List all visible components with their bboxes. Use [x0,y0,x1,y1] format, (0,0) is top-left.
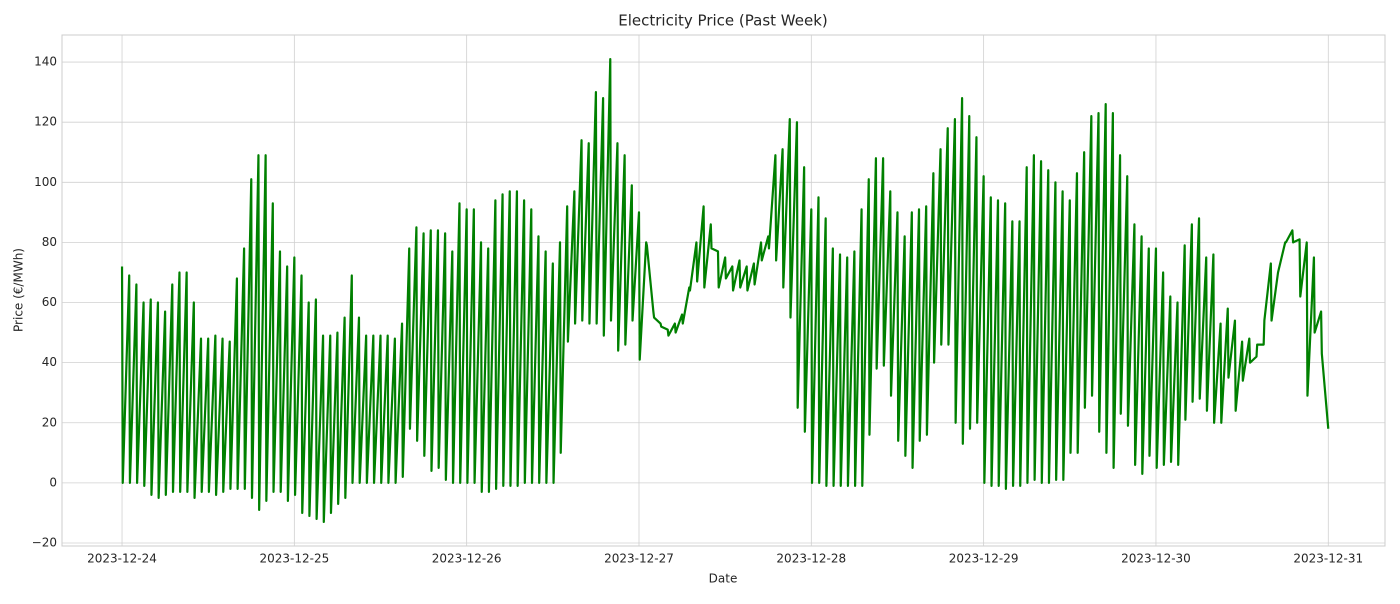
x-tick-label: 2023-12-26 [432,552,502,566]
y-tick-label: 20 [42,415,57,429]
x-tick-label: 2023-12-24 [87,552,157,566]
y-tick-label: 140 [34,55,57,69]
y-tick-label: 60 [42,295,57,309]
y-tick-label: 80 [42,235,57,249]
x-tick-label: 2023-12-25 [259,552,329,566]
y-tick-label: 100 [34,175,57,189]
x-tick-label: 2023-12-30 [1121,552,1191,566]
y-axis-label: Price (€/MWh) [12,248,26,332]
x-tick-label: 2023-12-31 [1293,552,1363,566]
x-tick-label: 2023-12-27 [604,552,674,566]
y-tick-label: 120 [34,115,57,129]
x-axis-label: Date [709,572,738,586]
y-tick-label: 0 [49,475,57,489]
y-tick-label: −20 [32,535,57,549]
y-tick-label: 40 [42,355,57,369]
x-tick-label: 2023-12-29 [949,552,1019,566]
price-line [120,57,1330,524]
x-tick-label: 2023-12-28 [776,552,846,566]
chart-title: Electricity Price (Past Week) [618,12,827,30]
